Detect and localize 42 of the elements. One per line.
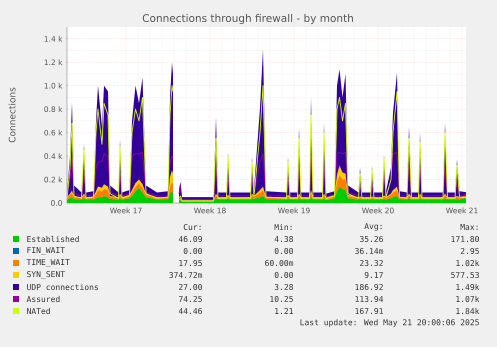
- text: 374.72m: [169, 272, 202, 278]
- text: 0.00: [184, 248, 202, 254]
- text: Last update: Wed May 21 20:00:06 2025: [300, 319, 479, 327]
- text: 186.92: [356, 284, 383, 290]
- legend-label: NATed: [27, 308, 50, 314]
- y-axis-title: Connections: [8, 88, 16, 142]
- text: 74.25: [178, 296, 202, 302]
- text: 1.84k: [456, 308, 480, 314]
- text: 113.94: [356, 296, 384, 302]
- text: Min:: [274, 224, 292, 230]
- text: 171.80: [452, 236, 479, 242]
- text: 3.28: [274, 284, 293, 290]
- text: 17.95: [179, 260, 202, 266]
- text: 577.53: [451, 272, 479, 278]
- text: 1.02k: [456, 260, 480, 266]
- text: 167.91: [356, 308, 383, 314]
- legend-label: SYN_SENT: [27, 271, 65, 279]
- text: 1.07k: [456, 296, 480, 302]
- legend-label: UDP connections: [27, 284, 98, 290]
- text: 0.00: [274, 272, 293, 278]
- text: 46.09: [178, 236, 202, 242]
- legend-label: FIN_WAIT: [27, 247, 65, 255]
- text: 9.17: [364, 272, 383, 278]
- text: Avg:: [364, 223, 382, 231]
- text: Cur:: [184, 224, 201, 230]
- chart-title: Connections through firewall - by month: [142, 14, 353, 24]
- legend-label: TIME_WAIT: [26, 259, 70, 267]
- legend-label: Established: [27, 236, 79, 242]
- text: 36.14m: [355, 248, 384, 254]
- text: 2.95: [460, 248, 479, 254]
- text: 4.38: [274, 236, 293, 242]
- text: 44.46: [178, 308, 202, 314]
- text: 35.26: [360, 236, 383, 242]
- text: 1.21: [275, 308, 293, 314]
- text: 23.32: [360, 260, 383, 266]
- text: Max:: [460, 224, 478, 230]
- text: 1.49k: [456, 284, 480, 290]
- legend-label: Assured: [26, 296, 60, 302]
- text: 60.00m: [265, 260, 294, 266]
- text: 27.00: [178, 284, 202, 290]
- text: 10.25: [270, 296, 293, 302]
- text: 0.00: [274, 248, 293, 254]
